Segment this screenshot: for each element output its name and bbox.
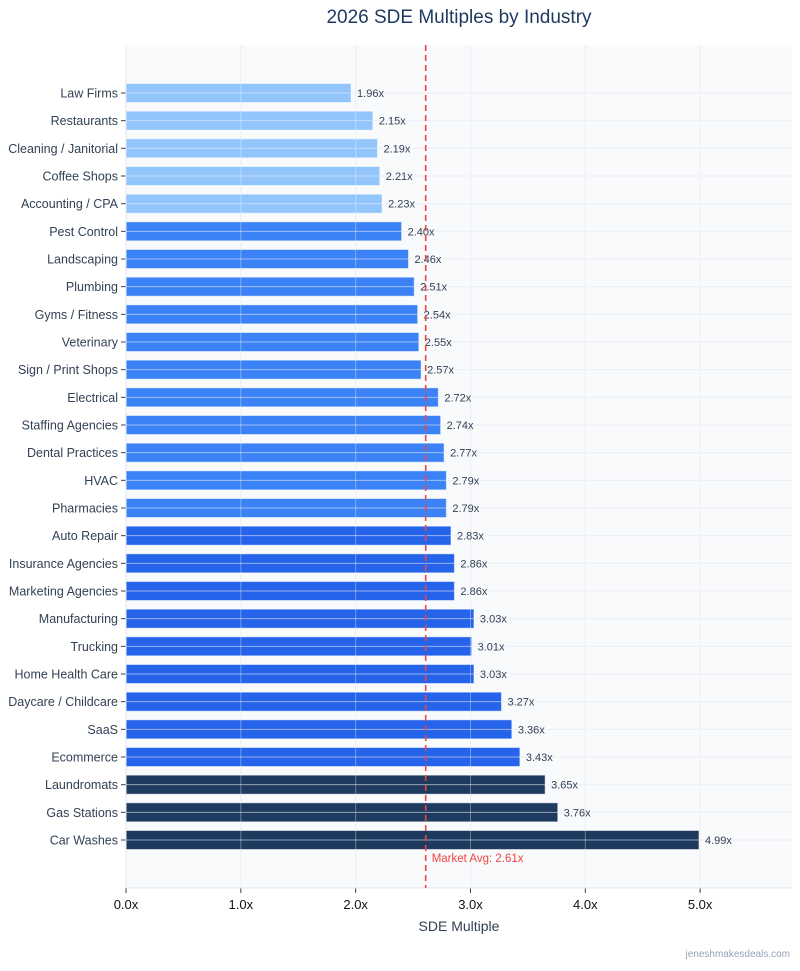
category-label: Electrical (67, 391, 118, 405)
data-label: 3.01x (478, 641, 505, 653)
data-label: 2.54x (424, 309, 451, 321)
watermark: jeneshmakesdeals.com (685, 949, 791, 960)
category-label: Daycare / Childcare (8, 695, 118, 709)
data-label: 3.03x (480, 669, 507, 681)
data-label: 2.77x (450, 448, 477, 460)
category-label: Home Health Care (14, 668, 118, 682)
category-label: Manufacturing (39, 612, 118, 626)
category-label: Insurance Agencies (9, 557, 118, 571)
category-label: Staffing Agencies (22, 419, 118, 433)
data-label: 3.03x (480, 614, 507, 626)
category-label: Landscaping (47, 253, 118, 267)
category-label: Pharmacies (52, 502, 118, 516)
market-average-label: Market Avg: 2.61x (432, 853, 524, 865)
data-label: 2.79x (452, 503, 479, 515)
x-tick-label: 2.0x (343, 897, 368, 912)
data-label: 2.19x (383, 143, 410, 155)
category-label: Marketing Agencies (9, 585, 118, 599)
data-label: 2.72x (444, 392, 471, 404)
x-tick-label: 5.0x (688, 897, 713, 912)
category-label: Laundromats (45, 778, 118, 792)
data-label: 1.96x (357, 88, 384, 100)
category-label: Veterinary (62, 336, 119, 350)
data-label: 3.65x (551, 780, 578, 792)
category-label: Restaurants (51, 114, 118, 128)
data-label: 2.15x (379, 116, 406, 128)
data-label: 3.76x (564, 807, 591, 819)
data-label: 2.83x (457, 531, 484, 543)
category-label: Gyms / Fitness (35, 308, 118, 322)
category-label: Cleaning / Janitorial (8, 142, 118, 156)
x-tick-label: 1.0x (229, 897, 254, 912)
category-label: SaaS (87, 723, 118, 737)
data-label: 2.86x (460, 558, 487, 570)
category-label: HVAC (84, 474, 118, 488)
category-label: Accounting / CPA (21, 197, 119, 211)
data-label: 2.46x (414, 254, 441, 266)
category-label: Dental Practices (27, 446, 118, 460)
data-label: 2.86x (460, 586, 487, 598)
data-label: 4.99x (705, 835, 732, 847)
category-label: Plumbing (66, 280, 118, 294)
data-label: 2.57x (427, 365, 454, 377)
data-label: 2.23x (388, 199, 415, 211)
category-label: Law Firms (60, 87, 118, 101)
data-label: 3.36x (518, 724, 545, 736)
x-tick-label: 3.0x (458, 897, 483, 912)
category-label: Car Washes (50, 834, 118, 848)
data-label: 3.43x (526, 752, 553, 764)
data-label: 2.74x (447, 420, 474, 432)
data-label: 2.79x (452, 475, 479, 487)
x-axis-label: SDE Multiple (419, 918, 500, 934)
data-label: 2.40x (408, 226, 435, 238)
category-label: Ecommerce (51, 751, 118, 765)
category-label: Auto Repair (52, 529, 118, 543)
category-label: Sign / Print Shops (18, 363, 118, 377)
data-label: 3.27x (507, 697, 534, 709)
category-label: Gas Stations (46, 806, 118, 820)
chart-title: 2026 SDE Multiples by Industry (326, 7, 592, 28)
category-label: Coffee Shops (42, 170, 118, 184)
data-label: 2.55x (425, 337, 452, 349)
x-tick-label: 4.0x (573, 897, 598, 912)
category-label: Trucking (71, 640, 119, 654)
data-label: 2.51x (420, 282, 447, 294)
x-tick-label: 0.0x (114, 897, 139, 912)
category-label: Pest Control (49, 225, 118, 239)
data-label: 2.21x (386, 171, 413, 183)
